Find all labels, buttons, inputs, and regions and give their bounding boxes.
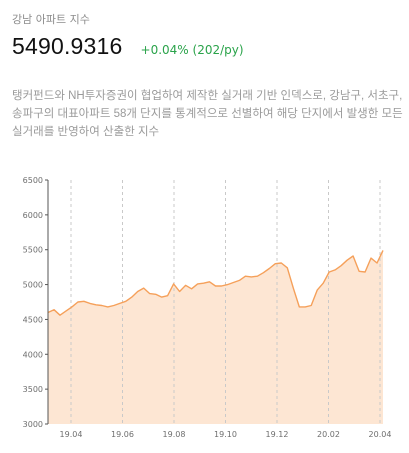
x-tick-label: 19.10 bbox=[214, 430, 237, 439]
series-line bbox=[47, 250, 384, 316]
x-tick-label: 19.06 bbox=[111, 430, 134, 439]
y-tick-label: 6500 bbox=[23, 176, 43, 185]
series-area bbox=[48, 250, 383, 424]
y-tick-label: 3500 bbox=[23, 385, 43, 394]
index-title: 강남 아파트 지수 bbox=[12, 13, 90, 26]
x-tick-label: 20.02 bbox=[317, 430, 340, 439]
y-tick-label: 3000 bbox=[23, 420, 43, 429]
x-tick-label: 20.04 bbox=[369, 430, 392, 439]
x-tick-label: 19.08 bbox=[163, 430, 186, 439]
index-value: 5490.9316 bbox=[12, 33, 123, 59]
value-row: 5490.9316 +0.04% (202/py) bbox=[12, 33, 244, 60]
x-tick-label: 19.12 bbox=[266, 430, 289, 439]
y-tick-label: 5500 bbox=[23, 246, 43, 255]
y-tick-label: 4000 bbox=[23, 350, 43, 359]
index-description: 탱커펀드와 NH투자증권이 협업하여 제작한 실거래 기반 인덱스로, 강남구,… bbox=[12, 90, 403, 138]
x-tick-label: 19.04 bbox=[60, 430, 83, 439]
y-tick-label: 5000 bbox=[23, 281, 43, 290]
y-tick-label: 4500 bbox=[23, 315, 43, 324]
change-indicator: +0.04% (202/py) bbox=[140, 43, 244, 57]
y-tick-label: 6000 bbox=[23, 211, 43, 220]
